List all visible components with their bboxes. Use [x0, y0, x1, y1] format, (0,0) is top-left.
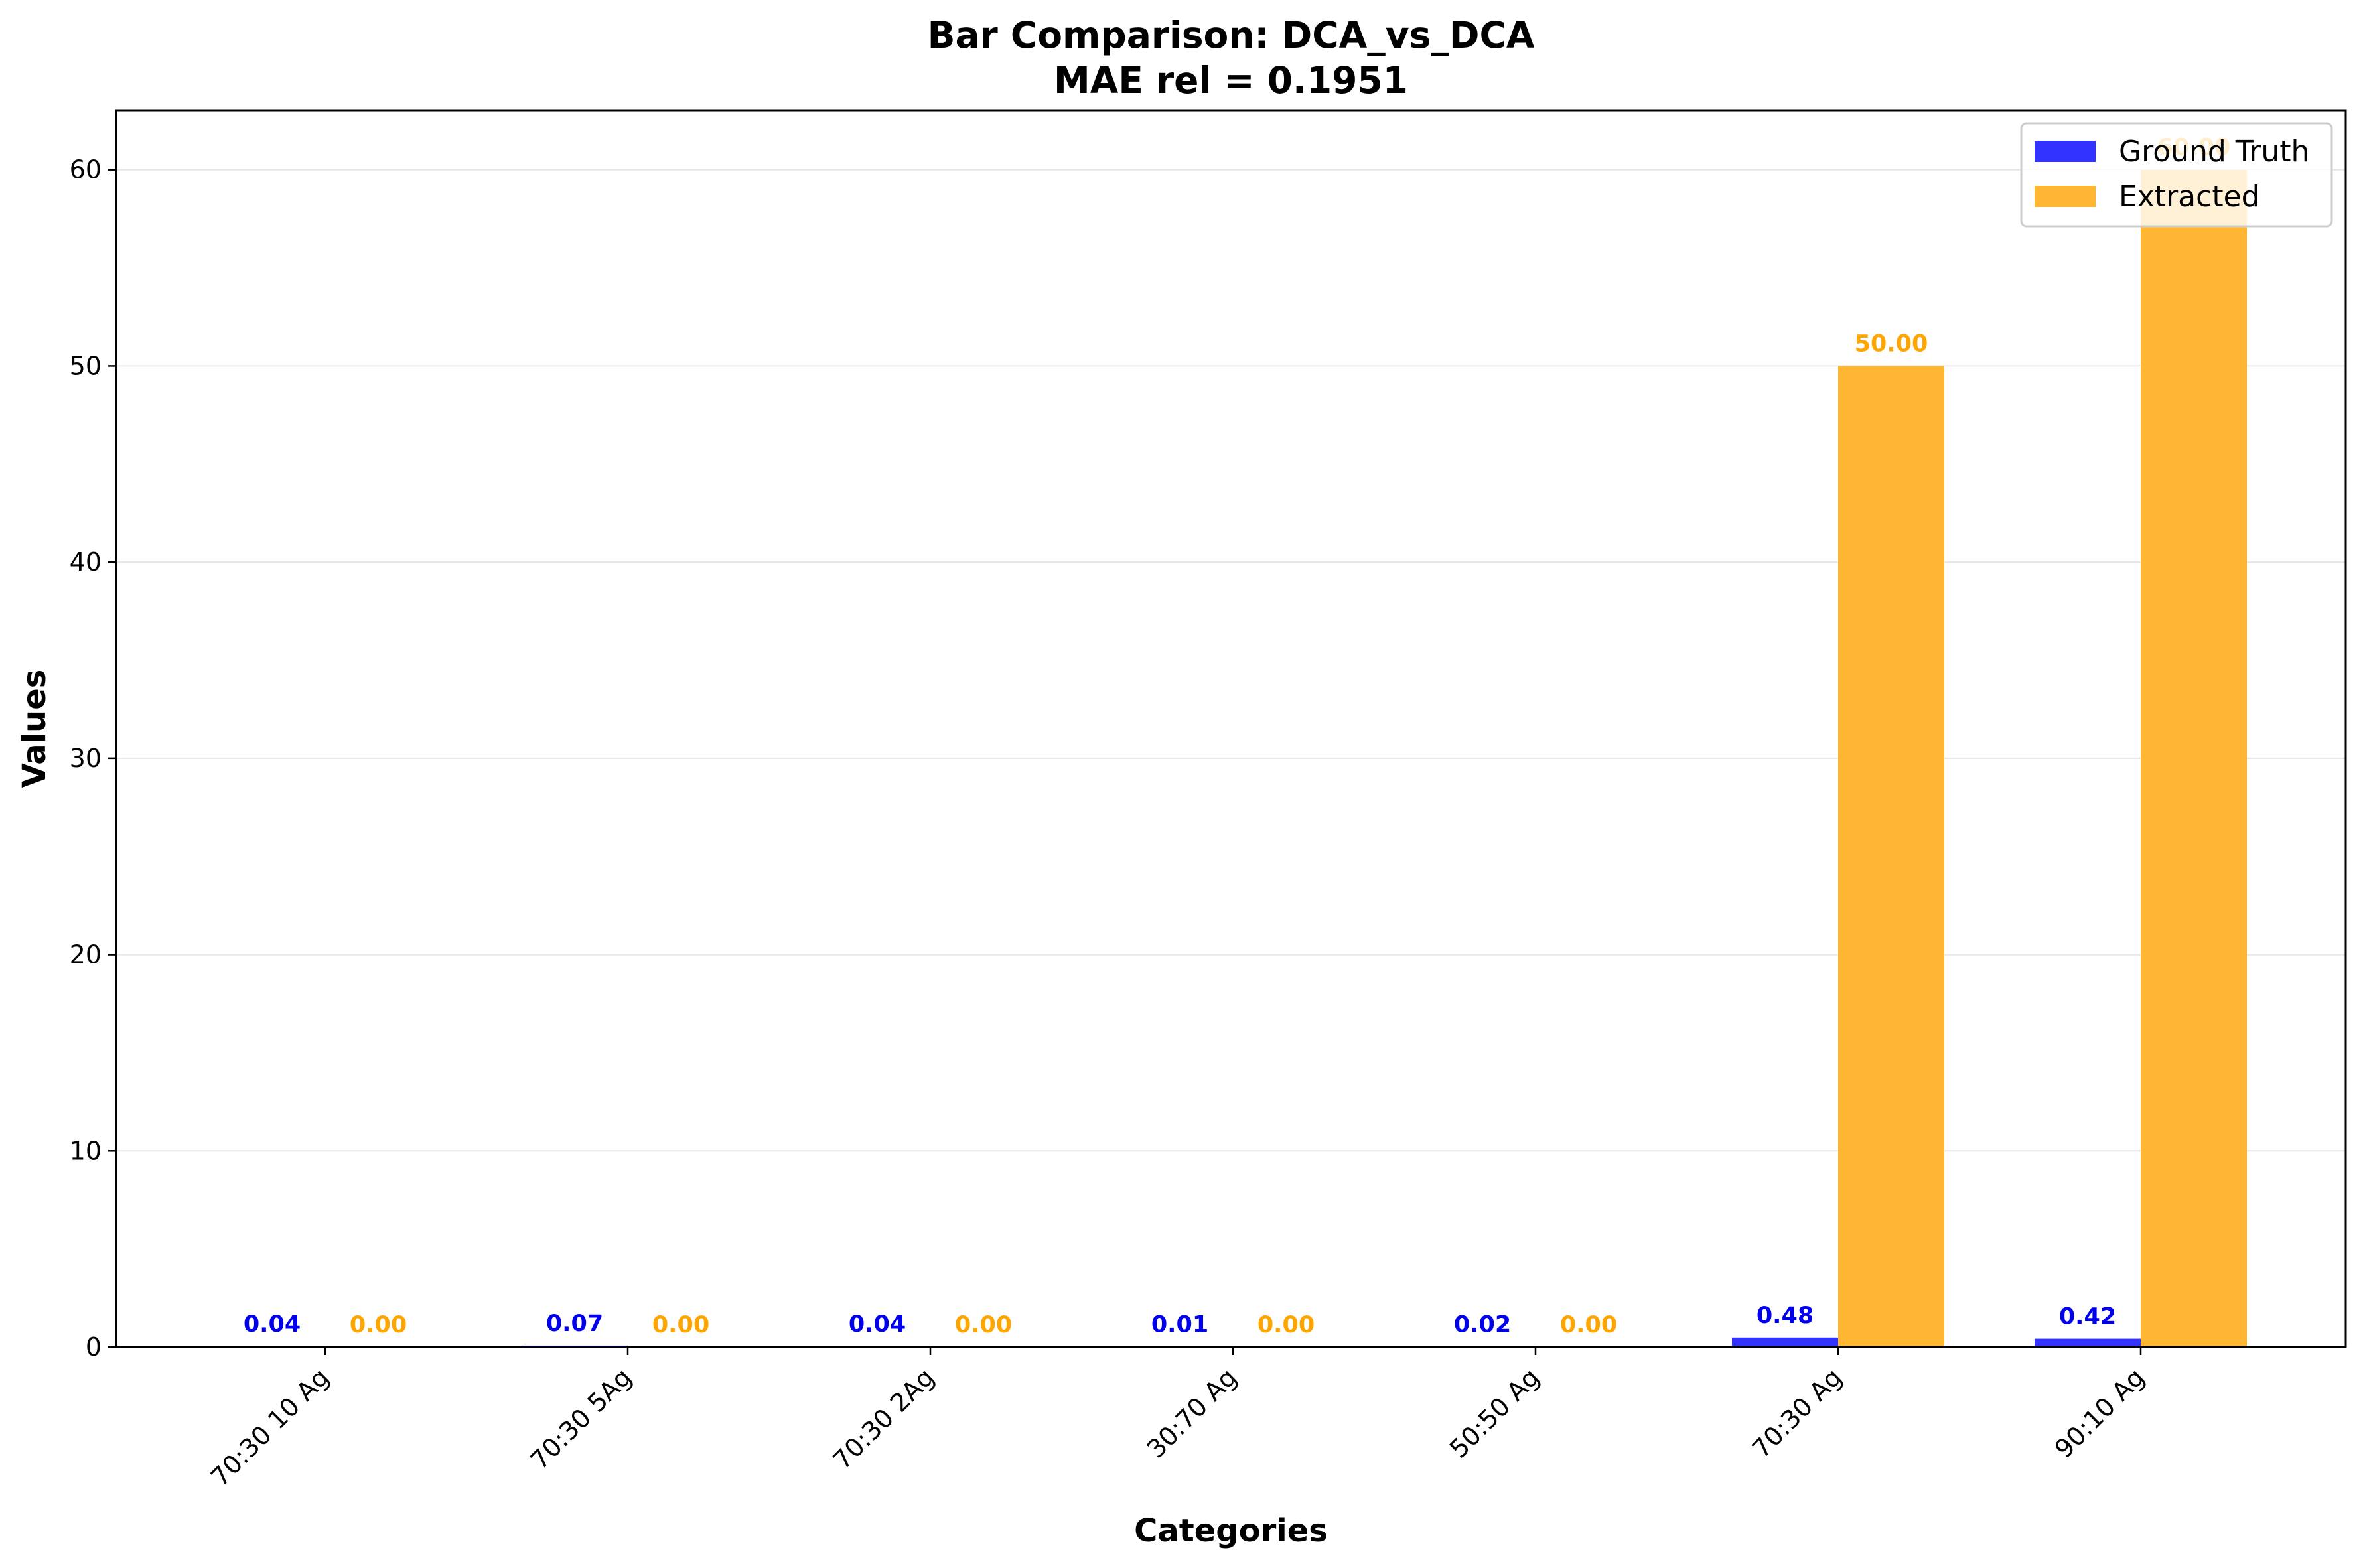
- y-axis-ticks: 0 10 20 30 40 50 60: [70, 155, 116, 1362]
- legend-frame: [2020, 122, 2333, 228]
- bar-extracted: [1838, 366, 1944, 1347]
- x-tick-label: 70:30 Ag: [1747, 1362, 1848, 1464]
- data-label-ground-truth: 0.04: [244, 1311, 301, 1338]
- chart-title: Bar Comparison: DCA_vs_DCA: [928, 14, 1535, 56]
- y-tick-label: 30: [70, 744, 102, 773]
- data-label-extracted: 0.00: [955, 1312, 1012, 1338]
- legend: Ground Truth Extracted: [2020, 122, 2333, 228]
- data-label-ground-truth: 0.04: [849, 1311, 906, 1338]
- legend-swatch-ground-truth: [2035, 141, 2096, 162]
- y-tick-label: 0: [86, 1332, 102, 1362]
- bars: [219, 169, 2247, 1348]
- x-tick-label: 90:10 Ag: [2049, 1362, 2151, 1464]
- x-tick-label: 30:70 Ag: [1141, 1362, 1243, 1464]
- data-label-ground-truth: 0.01: [1151, 1312, 1208, 1338]
- x-tick-label: 50:50 Ag: [1444, 1362, 1545, 1464]
- data-label-extracted: 0.00: [1257, 1312, 1315, 1338]
- data-label-ground-truth: 0.42: [2059, 1304, 2116, 1330]
- bar-ground-truth: [1732, 1337, 1838, 1347]
- data-label-ground-truth: 0.07: [546, 1311, 603, 1337]
- y-axis-title: Values: [16, 670, 53, 788]
- data-label-ground-truth: 0.48: [1756, 1303, 1814, 1329]
- x-axis-ticks: 70:30 10 Ag 70:30 5Ag 70:30 2Ag 30:70 Ag 50:…: [205, 1347, 2150, 1492]
- y-tick-label: 40: [70, 547, 102, 577]
- x-tick-label: 70:30 5Ag: [525, 1362, 638, 1475]
- y-tick-label: 20: [70, 940, 102, 969]
- data-label-extracted: 0.00: [652, 1312, 709, 1338]
- plot-frame: [115, 109, 2347, 1348]
- x-axis-title: Categories: [1134, 1512, 1328, 1549]
- x-tick-label: 70:30 10 Ag: [205, 1362, 334, 1492]
- legend-label-ground-truth: Ground Truth: [2119, 135, 2309, 169]
- y-tick-label: 50: [70, 351, 102, 380]
- data-label-extracted: 50.00: [1855, 330, 1928, 357]
- bar-extracted: [2141, 169, 2247, 1348]
- grid-lines: [116, 169, 2346, 1152]
- data-label-ground-truth: 0.02: [1454, 1311, 1511, 1338]
- data-label-extracted: 0.00: [350, 1312, 407, 1338]
- bar-ground-truth: [2035, 1338, 2141, 1347]
- legend-swatch-extracted: [2035, 186, 2096, 207]
- data-label-extracted: 0.00: [1560, 1312, 1617, 1338]
- chart-subtitle: MAE rel = 0.1951: [1054, 59, 1408, 102]
- y-tick-label: 60: [70, 155, 102, 184]
- x-tick-label: 70:30 2Ag: [827, 1362, 940, 1475]
- data-labels: 0.04 0.07 0.04 0.01 0.02 0.48 0.42 0.00 0.00 0.00…: [244, 135, 2231, 1338]
- legend-label-extracted: Extracted: [2119, 180, 2260, 214]
- y-tick-label: 10: [70, 1136, 102, 1165]
